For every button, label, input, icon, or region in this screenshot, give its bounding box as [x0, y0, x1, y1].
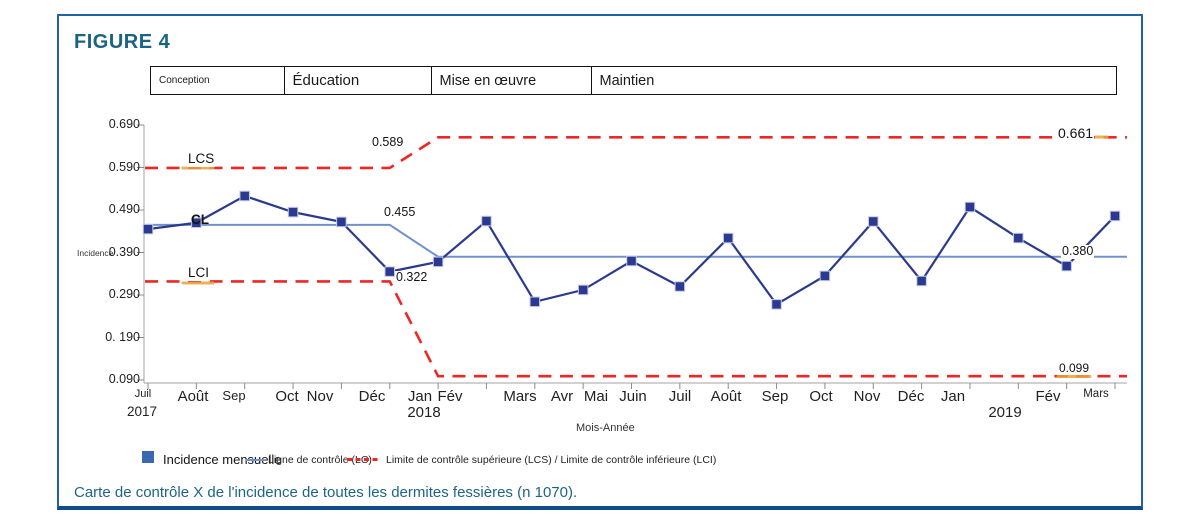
- x-tick-label: Mars: [503, 388, 537, 405]
- data-point-marker: [287, 206, 299, 218]
- x-tick-label: Jan: [407, 388, 433, 405]
- x-tick-label: Sep: [222, 388, 246, 403]
- x-tick-label: Juin: [619, 388, 647, 405]
- annotation-cl-before: 0.455: [383, 205, 417, 220]
- x-tick-label: Fév: [437, 388, 463, 405]
- x-tick-label: Jan: [940, 388, 966, 405]
- data-point-marker: [142, 223, 154, 235]
- data-point-marker: [626, 255, 637, 267]
- annotation-cl-after: 0.380: [1061, 244, 1095, 259]
- y-tick-label: 0.490: [108, 202, 140, 216]
- data-point-marker: [384, 266, 395, 277]
- x-tick-label: Déc: [897, 388, 925, 405]
- x-tick-label: Oct: [275, 388, 299, 405]
- data-point-marker: [481, 215, 492, 227]
- y-tick-label: 0.390: [108, 244, 140, 259]
- data-point-marker: [868, 216, 879, 227]
- x-tick-label: Avr: [550, 388, 574, 405]
- data-point-marker: [1013, 232, 1024, 244]
- data-point-marker: [819, 270, 831, 282]
- y-tick-label: 0.590: [108, 159, 140, 174]
- x-axis-year-label: 2018: [407, 404, 441, 421]
- upper-control-limit-line: [145, 136, 1127, 170]
- phase-band-3: Mise en œuvre: [430, 66, 592, 95]
- y-tick-label: 0.690: [108, 117, 140, 131]
- annotation-lcs-label: LCS: [187, 151, 216, 167]
- x-tick-label: Mai: [583, 388, 609, 405]
- data-point-marker: [916, 275, 927, 287]
- x-tick-label: Nov: [306, 388, 334, 405]
- x-tick-label: Juil: [134, 388, 152, 400]
- x-tick-label: Août: [177, 388, 209, 405]
- data-point-marker: [771, 299, 782, 310]
- annotation-cl-label: CL: [191, 212, 209, 227]
- data-point-marker: [336, 216, 347, 228]
- x-tick-label: Fév: [1035, 388, 1061, 405]
- annotation-lci-label: LCI: [187, 265, 211, 281]
- x-tick-label: Sep: [761, 388, 789, 405]
- annotation-lcs-before: 0.589: [371, 135, 405, 150]
- x-tick-label: Nov: [853, 388, 881, 405]
- y-tick-label: 0.090: [108, 372, 140, 386]
- legend-label-limit-lines: Limite de contrôle supérieure (LCS) / Li…: [386, 454, 717, 466]
- data-point-marker: [577, 284, 589, 296]
- figure-frame: [57, 14, 1143, 510]
- data-point-marker: [239, 190, 250, 202]
- x-tick-label: Oct: [809, 388, 833, 405]
- x-axis-year-label: 2017: [126, 404, 158, 419]
- phase-band-label: Mise en œuvre: [439, 72, 537, 89]
- legend-swatch-limit-lines: [347, 458, 379, 461]
- data-point-marker: [1061, 260, 1072, 272]
- annotation-lci-after: 0.099: [1058, 361, 1091, 376]
- y-axis-title: Incidence: [77, 248, 114, 258]
- x-axis-title: Mois-Année: [576, 422, 635, 434]
- phase-band-1: Conception: [150, 66, 285, 95]
- data-point-marker: [674, 281, 686, 292]
- x-axis-year-label: 2019: [988, 404, 1022, 421]
- x-tick-label: Mars: [1083, 388, 1109, 400]
- data-point-marker: [529, 296, 541, 308]
- legend-label-control-line: Ligne de contrôle (LC): [268, 454, 372, 466]
- legend-swatch-control-line: [246, 459, 263, 461]
- x-tick-label: Déc: [358, 388, 386, 405]
- x-tick-label: Juil: [668, 388, 692, 405]
- y-tick-label: 0. 190: [105, 329, 140, 344]
- data-point-marker: [191, 217, 202, 228]
- data-point-marker: [1109, 210, 1121, 222]
- phase-band-label: Éducation: [292, 72, 360, 89]
- figure-caption: Carte de contrôle X de l'incidence de to…: [74, 484, 578, 501]
- y-tick-label: 0.290: [108, 287, 140, 301]
- annotation-lcs-after: 0.661: [1057, 125, 1095, 142]
- lower-control-limit-line: [145, 280, 1127, 378]
- legend-label-incidence: Incidence mensuelle: [163, 452, 282, 467]
- annotation-lci-before: 0.322: [395, 270, 429, 285]
- phase-band-4: Maintien: [590, 66, 1117, 95]
- data-point-marker: [964, 201, 976, 213]
- figure-title: FIGURE 4: [74, 31, 171, 53]
- legend-swatch-incidence: [142, 451, 154, 463]
- phase-band-label: Conception: [159, 75, 210, 86]
- phase-band-2: Éducation: [283, 66, 432, 95]
- x-tick-label: Août: [710, 388, 742, 405]
- data-point-marker: [722, 232, 734, 244]
- data-point-marker: [432, 256, 444, 268]
- phase-band-label: Maintien: [599, 72, 655, 89]
- center-line: [145, 223, 1127, 258]
